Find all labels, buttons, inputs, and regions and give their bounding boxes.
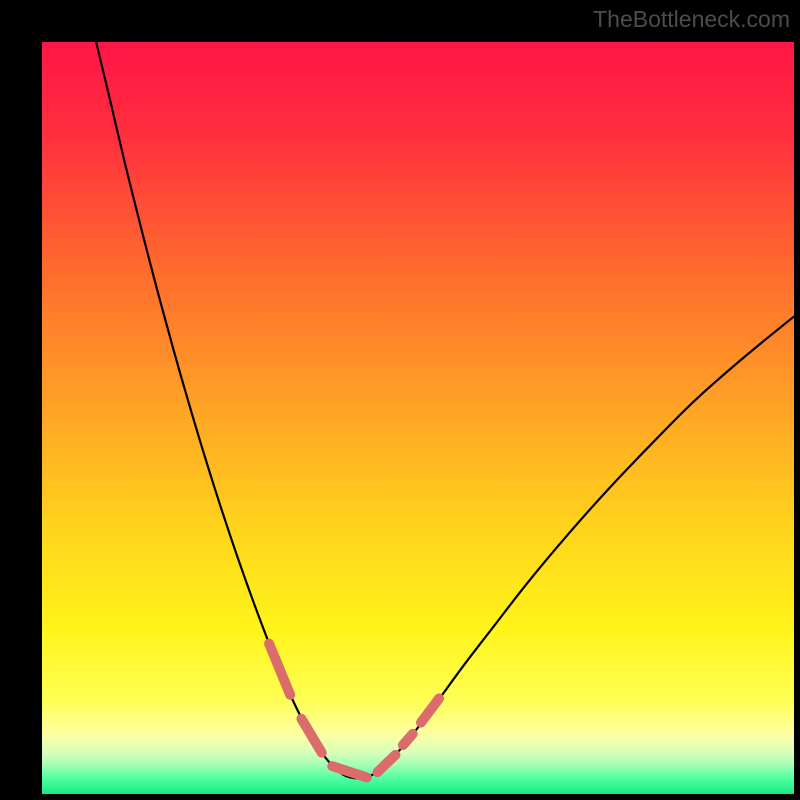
marker-bead <box>332 766 367 777</box>
marker-bead <box>421 699 439 723</box>
curve-layer <box>42 42 794 794</box>
watermark-text: TheBottleneck.com <box>593 6 790 33</box>
plot-area <box>42 42 794 794</box>
bottleneck-curve <box>96 42 794 778</box>
chart-frame: TheBottleneck.com <box>0 0 800 800</box>
marker-bead <box>403 734 413 745</box>
marker-bead <box>269 644 290 695</box>
marker-bead <box>377 755 395 772</box>
marker-bead <box>301 719 321 753</box>
